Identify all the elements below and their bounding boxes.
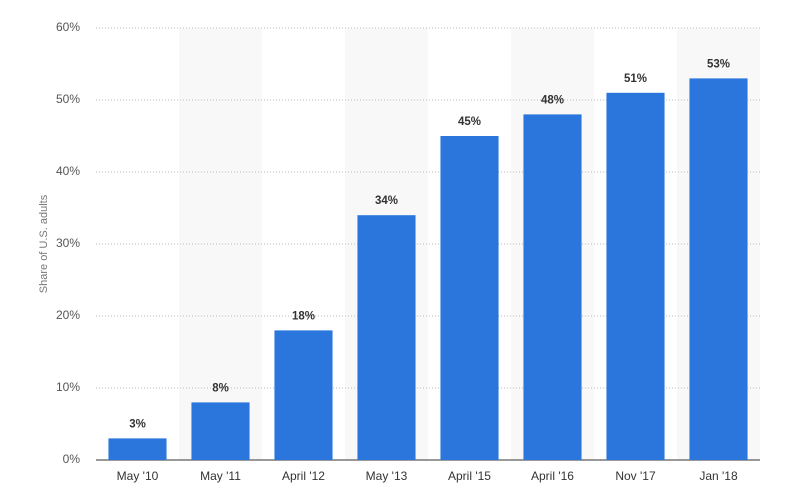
x-tick-label: Jan '18 <box>699 469 738 483</box>
bar <box>108 438 167 460</box>
x-tick-label: May '10 <box>117 469 159 483</box>
value-label: 18% <box>292 310 315 322</box>
y-tick-label: 10% <box>56 380 80 394</box>
value-label: 53% <box>707 58 730 70</box>
bar <box>440 136 499 460</box>
bar <box>357 215 416 460</box>
y-tick-label: 30% <box>56 236 80 250</box>
y-axis-label: Share of U.S. adults <box>38 194 50 293</box>
x-tick-label: May '11 <box>200 469 241 483</box>
y-tick-label: 0% <box>63 452 81 466</box>
y-tick-label: 60% <box>56 20 80 34</box>
value-label: 45% <box>458 116 481 128</box>
x-tick-label: May '13 <box>366 469 408 483</box>
y-tick-label: 50% <box>56 92 80 106</box>
y-tick-label: 40% <box>56 164 80 178</box>
x-tick-label: Nov '17 <box>615 469 656 483</box>
bar <box>689 78 748 461</box>
x-tick-label: April '15 <box>448 469 491 483</box>
x-tick-label: April '16 <box>531 469 574 483</box>
value-label: 34% <box>375 195 398 207</box>
value-label: 51% <box>624 73 647 85</box>
bar <box>191 402 250 460</box>
bar <box>274 330 333 460</box>
bar <box>523 114 582 461</box>
y-tick-label: 20% <box>56 308 80 322</box>
value-label: 8% <box>212 382 229 394</box>
bar <box>606 92 665 461</box>
value-label: 48% <box>541 94 564 106</box>
x-tick-label: April '12 <box>282 469 325 483</box>
value-label: 3% <box>129 418 146 430</box>
